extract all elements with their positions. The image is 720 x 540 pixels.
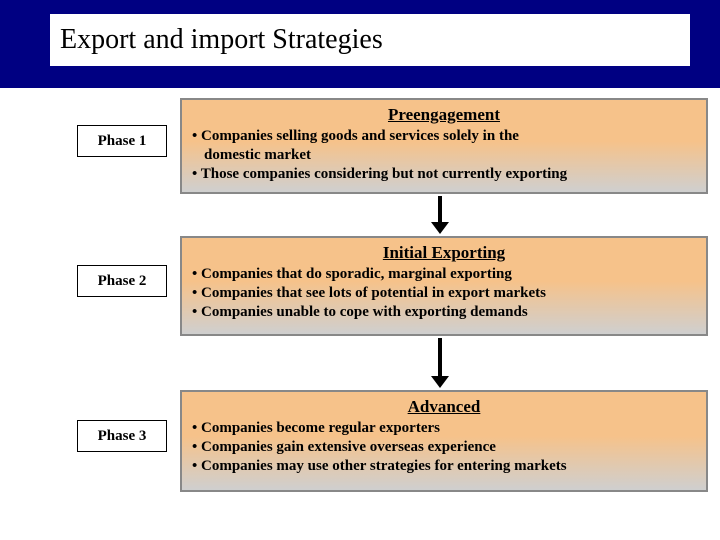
title-box: Export and import Strategies xyxy=(50,14,690,66)
arrow-2-head xyxy=(431,376,449,388)
phase-1-label: Phase 1 xyxy=(77,125,167,157)
phase-2-label: Phase 2 xyxy=(77,265,167,297)
phase-3-label-text: Phase 3 xyxy=(98,428,147,445)
slide-root: { "layout": { "canvas": { "w": 720, "h":… xyxy=(0,0,720,540)
arrow-2-shaft xyxy=(438,338,442,376)
phase-2-bullet-2: • Companies that see lots of potential i… xyxy=(190,284,698,303)
phase-2-box: Initial Exporting • Companies that do sp… xyxy=(180,236,708,336)
page-title: Export and import Strategies xyxy=(60,24,383,56)
phase-1-bullet-1b: domestic market xyxy=(190,146,698,165)
phase-2-bullet-1: • Companies that do sporadic, marginal e… xyxy=(190,265,698,284)
phase-3-bullet-1: • Companies become regular exporters xyxy=(190,419,698,438)
phase-1-bullet-1: • Companies selling goods and services s… xyxy=(190,127,698,146)
arrow-1-shaft xyxy=(438,196,442,222)
phase-3-bullet-3: • Companies may use other strategies for… xyxy=(190,457,698,476)
phase-1-label-text: Phase 1 xyxy=(98,133,147,150)
phase-3-label: Phase 3 xyxy=(77,420,167,452)
phase-3-heading: Advanced xyxy=(190,396,698,417)
phase-1-bullets: • Companies selling goods and services s… xyxy=(190,127,698,183)
phase-3-bullets: • Companies become regular exporters • C… xyxy=(190,419,698,475)
phase-3-box: Advanced • Companies become regular expo… xyxy=(180,390,708,492)
phase-2-heading: Initial Exporting xyxy=(190,242,698,263)
arrow-1-head xyxy=(431,222,449,234)
phase-2-bullets: • Companies that do sporadic, marginal e… xyxy=(190,265,698,321)
phase-2-bullet-3: • Companies unable to cope with exportin… xyxy=(190,303,698,322)
phase-3-bullet-2: • Companies gain extensive overseas expe… xyxy=(190,438,698,457)
phase-1-bullet-2: • Those companies considering but not cu… xyxy=(190,165,698,184)
phase-2-label-text: Phase 2 xyxy=(98,273,147,290)
phase-1-box: Preengagement • Companies selling goods … xyxy=(180,98,708,194)
phase-1-heading: Preengagement xyxy=(190,104,698,125)
